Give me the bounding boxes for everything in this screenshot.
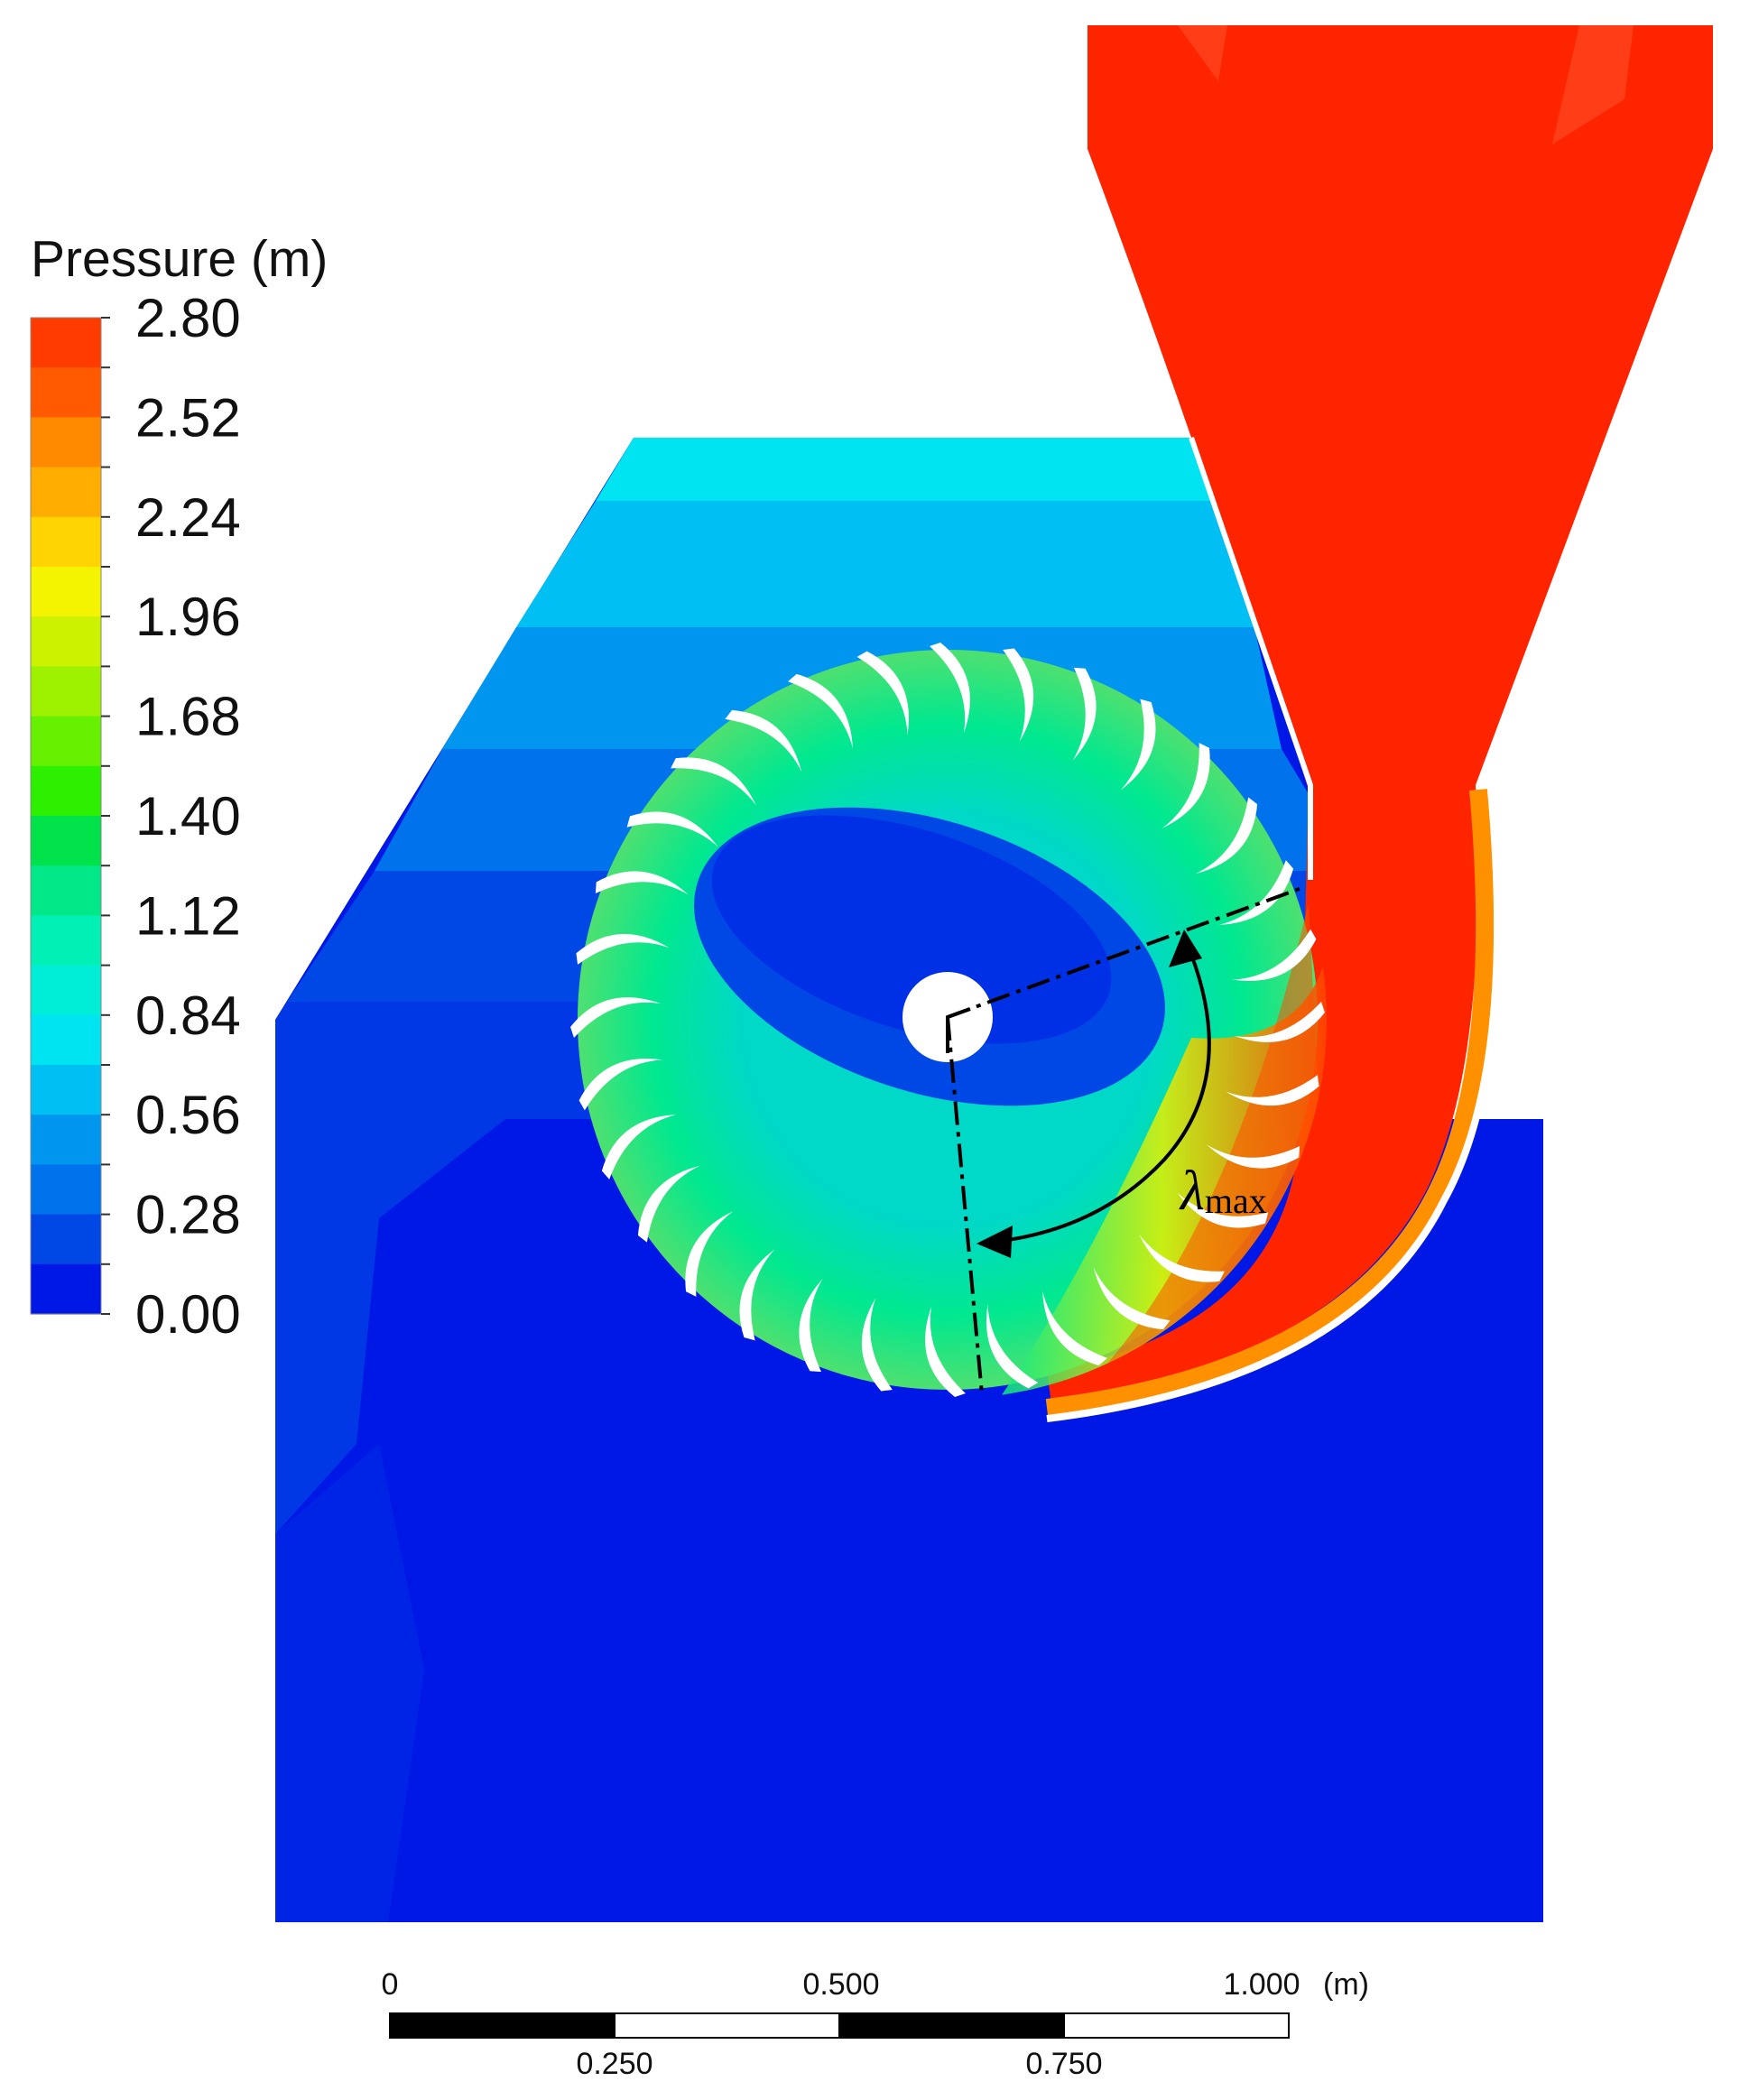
runner-blade: [570, 997, 661, 1038]
legend-tick-label: 1.12: [135, 885, 241, 946]
runner-blade: [578, 1059, 663, 1111]
angle-subscript: max: [1205, 1180, 1267, 1221]
runner-blade: [626, 811, 718, 847]
legend-band: [31, 915, 101, 967]
legend-band: [31, 318, 101, 368]
runner-blade: [1072, 667, 1097, 762]
scale-segment-3: [838, 2012, 1065, 2039]
runner-blade: [685, 1211, 734, 1297]
runner-blade: [1042, 1291, 1107, 1366]
scale-label-1000: 1.000: [1223, 1967, 1300, 2002]
scale-label-0500: 0.500: [802, 1967, 879, 2002]
contour-domain: [275, 25, 1713, 1922]
legend-band: [31, 1214, 101, 1265]
runner-blade: [1139, 1234, 1225, 1282]
runner-blade: [1177, 1192, 1269, 1228]
legend-tick-label: 0.00: [135, 1284, 241, 1345]
scale-segment-2: [614, 2012, 840, 2039]
legend-tick-label: 0.84: [135, 985, 241, 1046]
legend-tick-labels: 2.80 2.52 2.24 1.96 1.68 1.40 1.12 0.84 0.56 0.28…: [101, 288, 241, 1345]
runner-blade: [601, 1115, 677, 1180]
legend-tick-label: 2.80: [135, 288, 241, 348]
legend-band: [31, 1263, 101, 1315]
angle-arc: [1001, 942, 1211, 1243]
arrowhead-upper: [1169, 930, 1202, 967]
runner-blade: [1195, 797, 1258, 874]
spiral-casing-wall: [1046, 789, 1502, 1422]
legend-tick-label: 2.52: [135, 387, 241, 448]
spiral-casing-band: [1045, 789, 1495, 1417]
legend-tick-label: 1.40: [135, 786, 241, 846]
legend-tick-label: 2.24: [135, 487, 241, 548]
legend-band: [31, 1014, 101, 1066]
runner-blade: [799, 1278, 823, 1373]
reference-line-lower: [946, 1016, 984, 1395]
color-legend: Pressure (m) 2.80 2.52 2.24 1.96 1.68 1.40 1.1…: [30, 230, 328, 1345]
runner-blade: [930, 643, 970, 733]
scale-bar: 0 0.500 1.000 (m) 0.250 0.750: [382, 1967, 1369, 2081]
runner-blade: [739, 1249, 775, 1341]
scale-label-0250: 0.250: [576, 2047, 652, 2081]
runner-blade: [1232, 929, 1317, 981]
legend-tick-label: 1.96: [135, 587, 241, 647]
runner-blade: [1218, 860, 1294, 925]
reference-line-upper: [947, 885, 1305, 1019]
legend-band: [31, 1115, 101, 1165]
legend-tick-label: 0.56: [135, 1085, 241, 1145]
legend-band: [31, 367, 101, 418]
legend-band: [31, 865, 101, 916]
corner-mark: [946, 1007, 971, 1053]
legend-band: [31, 1065, 101, 1115]
runner-blade: [788, 673, 853, 749]
runner-blade: [925, 1307, 966, 1397]
legend-band: [31, 716, 101, 767]
legend-tick-label: 0.28: [135, 1185, 241, 1245]
legend-band: [31, 516, 101, 568]
runner-blade: [861, 1298, 893, 1392]
runner-blade: [1003, 648, 1034, 742]
runner-blade: [1120, 698, 1156, 791]
legend-band: [31, 567, 101, 617]
legend-tick-label: 1.68: [135, 687, 241, 747]
runner-blade: [595, 871, 690, 895]
arrowhead-lower: [976, 1226, 1013, 1258]
legend-band: [31, 666, 101, 717]
nozzle-wall: [1189, 437, 1313, 880]
runner-blade: [637, 1165, 700, 1243]
angle-annotation: λmax: [946, 885, 1305, 1395]
runner-blade: [1093, 1267, 1171, 1330]
legend-band: [31, 467, 101, 518]
angle-label: λmax: [1179, 1161, 1267, 1222]
scale-label-0: 0: [382, 1967, 399, 2002]
runner-blade: [1162, 743, 1210, 828]
scale-segment-4: [1063, 2012, 1290, 2039]
runner-blade: [1206, 1144, 1300, 1169]
scale-label-0750: 0.750: [1025, 2047, 1102, 2081]
legend-band: [31, 616, 101, 667]
runner-blade: [1235, 1002, 1325, 1042]
runner-blades: [570, 643, 1325, 1397]
runner-blade: [576, 933, 670, 965]
legend-band: [31, 816, 101, 866]
scale-unit: (m): [1323, 1967, 1369, 2002]
runner-blade: [671, 757, 756, 806]
legend-title: Pressure (m): [31, 230, 328, 288]
runner-blade: [856, 651, 909, 735]
legend-band: [31, 1164, 101, 1216]
legend-band: [31, 965, 101, 1016]
nozzle-inflow: [1047, 25, 1713, 1403]
scale-segment-1: [389, 2012, 615, 2039]
legend-band: [31, 417, 101, 468]
angle-symbol: λ: [1179, 1161, 1205, 1222]
legend-colorbar: [30, 317, 102, 1315]
runner-blade: [1226, 1075, 1319, 1106]
runner-blade: [725, 709, 802, 772]
runner-blade: [986, 1304, 1039, 1389]
legend-band: [31, 765, 101, 817]
